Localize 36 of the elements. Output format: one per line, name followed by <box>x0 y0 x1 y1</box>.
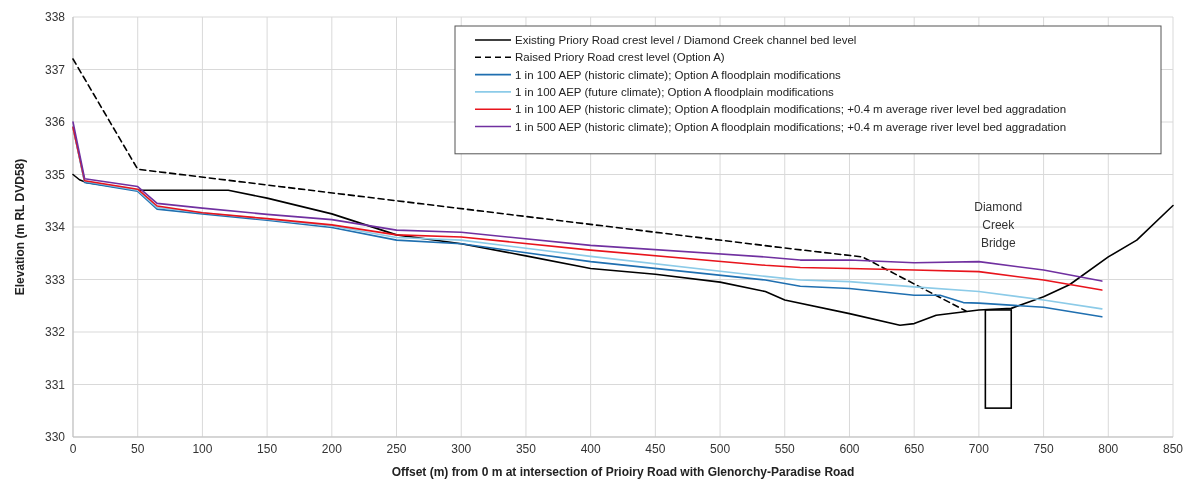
y-tick-label: 338 <box>44 10 66 25</box>
x-axis-title: Offset (m) from 0 m at intersection of Prioiry Road with Glenorchy-Paradise Road <box>391 465 855 479</box>
x-tick-label: 50 <box>131 442 145 456</box>
legend-label: 1 in 500 AEP (historic climate); Option A floodplain modifications; +0.4 m average river level bed aggradation <box>515 120 1067 133</box>
x-tick-label: 700 <box>968 442 990 456</box>
x-tick-label: 600 <box>839 442 860 456</box>
legend-label: Raised Priory Road crest level (Option A) <box>515 51 725 64</box>
x-tick-label: 150 <box>257 442 278 456</box>
y-tick-label: 334 <box>44 220 66 235</box>
x-tick-label: 0 <box>69 442 77 456</box>
x-tick-label: 550 <box>774 442 796 456</box>
x-tick-label: 300 <box>451 442 472 456</box>
y-tick-label: 336 <box>44 115 66 130</box>
legend-label: 1 in 100 AEP (historic climate); Option A floodplain modifications <box>515 68 842 81</box>
x-tick-label: 800 <box>1098 442 1119 456</box>
x-tick-label: 350 <box>515 442 537 456</box>
x-tick-label: 100 <box>192 442 213 456</box>
y-tick-label: 331 <box>44 377 66 392</box>
y-tick-label: 330 <box>44 430 66 445</box>
x-tick-label: 200 <box>321 442 343 456</box>
legend-label: 1 in 100 AEP (future climate); Option A floodplain modifications <box>515 85 835 98</box>
x-tick-label: 400 <box>580 442 601 456</box>
x-tick-label: 450 <box>645 442 666 456</box>
y-tick-label: 332 <box>44 325 66 340</box>
x-tick-label: 850 <box>1162 442 1184 456</box>
legend-label: 1 in 100 AEP (historic climate); Option A floodplain modifications; +0.4 m average river level bed aggradation <box>515 103 1067 116</box>
x-tick-label: 250 <box>386 442 407 456</box>
x-tick-label: 750 <box>1033 442 1054 456</box>
x-tick-label: 500 <box>710 442 731 456</box>
y-tick-label: 337 <box>44 62 66 77</box>
x-tick-label: 650 <box>904 442 925 456</box>
y-axis-title: Elevation (m RL DVD58) <box>13 158 27 296</box>
y-tick-label: 333 <box>44 272 66 287</box>
annotation: Diamond Creek Bridge <box>974 200 1023 251</box>
y-tick-label: 335 <box>44 167 66 182</box>
legend-label: Existing Priory Road crest level / Diamond Creek channel bed level <box>515 34 857 47</box>
